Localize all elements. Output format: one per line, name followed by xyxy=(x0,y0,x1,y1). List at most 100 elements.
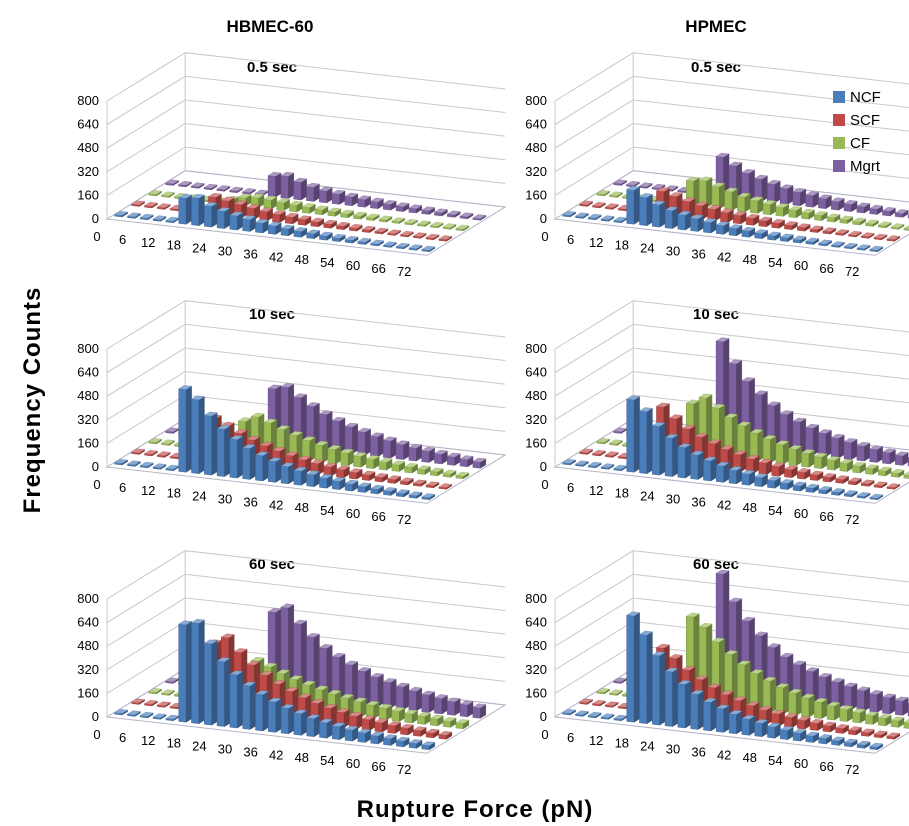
bar-cf xyxy=(839,215,854,224)
bar-scf xyxy=(412,726,427,737)
chart-floor xyxy=(553,668,909,754)
x-tick-label: 42 xyxy=(717,249,731,264)
bar-ncf xyxy=(383,487,397,496)
y-tick-label: 320 xyxy=(77,412,99,427)
bar-ncf xyxy=(818,486,833,495)
bar-mgrt xyxy=(818,429,832,457)
x-tick-label: 66 xyxy=(819,261,833,276)
bar-cf xyxy=(442,717,457,728)
bar-mgrt xyxy=(165,677,180,684)
x-tick-label: 42 xyxy=(269,497,283,512)
bar-cf xyxy=(865,219,879,227)
bar-ncf xyxy=(383,241,397,248)
bar-cf xyxy=(327,207,342,217)
bar-cf xyxy=(314,441,329,464)
bar-ncf xyxy=(127,212,141,219)
bar-ncf xyxy=(280,704,295,735)
bar-mgrt xyxy=(357,195,372,208)
bar-ncf xyxy=(562,459,577,466)
bar-ncf xyxy=(114,709,129,716)
bar-ncf xyxy=(600,713,615,720)
bar-scf xyxy=(387,475,402,484)
bar-cf xyxy=(724,187,739,211)
y-tick-label: 800 xyxy=(77,93,99,108)
y-tick-label: 800 xyxy=(525,341,547,356)
bar-cf xyxy=(890,716,905,728)
bar-ncf xyxy=(229,670,244,729)
bar-scf xyxy=(745,214,760,226)
bar-ncf xyxy=(306,714,321,738)
bar-ncf xyxy=(421,245,436,253)
bar-cf xyxy=(890,469,905,478)
bar-ncf xyxy=(767,476,781,489)
legend-swatch xyxy=(833,137,845,149)
legend-label: SCF xyxy=(850,112,880,129)
y-tick-label: 480 xyxy=(77,140,99,155)
bar-ncf xyxy=(203,202,218,228)
chart-panel: 60 sec 0 160 320 480 640 800 0 6 12 18 24 30 36 42 48 54… xyxy=(77,550,507,777)
x-tick-label: 18 xyxy=(167,736,181,751)
bar-cf xyxy=(417,220,431,227)
bar-ncf xyxy=(677,210,692,231)
bar-mgrt xyxy=(459,700,474,718)
y-tick-label: 160 xyxy=(77,435,99,450)
bar-cf xyxy=(801,449,815,468)
bar-mgrt xyxy=(754,174,768,202)
bar-cf xyxy=(314,205,329,216)
y-tick-label: 0 xyxy=(92,709,99,724)
x-tick-label: 66 xyxy=(371,759,385,774)
bar-scf xyxy=(860,728,875,737)
bar-cf xyxy=(903,719,909,729)
bar-scf xyxy=(592,700,606,707)
bar-ncf xyxy=(127,460,141,467)
bar-cf xyxy=(442,223,457,230)
bar-scf xyxy=(732,211,747,225)
bar-ncf xyxy=(856,244,871,251)
x-tick-label: 72 xyxy=(845,264,859,279)
bar-mgrt xyxy=(421,690,436,713)
bar-ncf xyxy=(664,667,679,727)
bar-ncf xyxy=(357,728,372,743)
bar-ncf xyxy=(843,242,858,250)
bar-scf xyxy=(796,223,811,232)
x-tick-label: 72 xyxy=(397,762,411,777)
bar-scf xyxy=(886,483,901,490)
x-tick-label: 12 xyxy=(589,235,603,250)
x-tick-label: 36 xyxy=(691,744,705,759)
bar-ncf xyxy=(792,729,807,742)
y-tick-label: 160 xyxy=(525,685,547,700)
bar-cf xyxy=(775,683,790,715)
bar-ncf xyxy=(779,233,794,242)
chart-panel: 0.5 sec 0 160 320 480 640 800 0 6 12 18 24 30 36 42 48 5… xyxy=(525,52,909,279)
bar-ncf xyxy=(255,690,269,732)
bar-ncf xyxy=(767,722,781,739)
bar-ncf xyxy=(651,422,666,476)
bar-ncf xyxy=(831,241,845,248)
bar-cf xyxy=(903,225,909,231)
bar-mgrt xyxy=(792,188,807,207)
bar-cf xyxy=(865,711,879,725)
x-tick-label: 0 xyxy=(93,727,100,742)
bar-scf xyxy=(758,216,773,228)
x-tick-label: 24 xyxy=(640,489,654,504)
bar-scf xyxy=(400,477,414,486)
bar-cf xyxy=(749,196,764,214)
chart-panel: 10 sec 0 160 320 480 640 800 0 6 12 18 24 30 36 42 48 54… xyxy=(525,300,909,527)
bar-ncf xyxy=(600,215,615,222)
bar-ncf xyxy=(587,461,602,469)
x-tick-label: 42 xyxy=(717,747,731,762)
bar-ncf xyxy=(664,433,679,477)
x-tick-label: 36 xyxy=(691,494,705,509)
bar-scf xyxy=(374,227,389,235)
bar-cf xyxy=(365,213,380,221)
bar-mgrt xyxy=(805,423,820,456)
bar-scf xyxy=(425,481,440,489)
bar-scf xyxy=(860,479,875,487)
bar-ncf xyxy=(267,697,282,733)
x-tick-label: 54 xyxy=(768,753,782,768)
bar-ncf xyxy=(703,697,717,732)
bar-ncf xyxy=(869,742,884,751)
y-tick-label: 160 xyxy=(525,187,547,202)
y-tick-label: 640 xyxy=(525,117,547,132)
